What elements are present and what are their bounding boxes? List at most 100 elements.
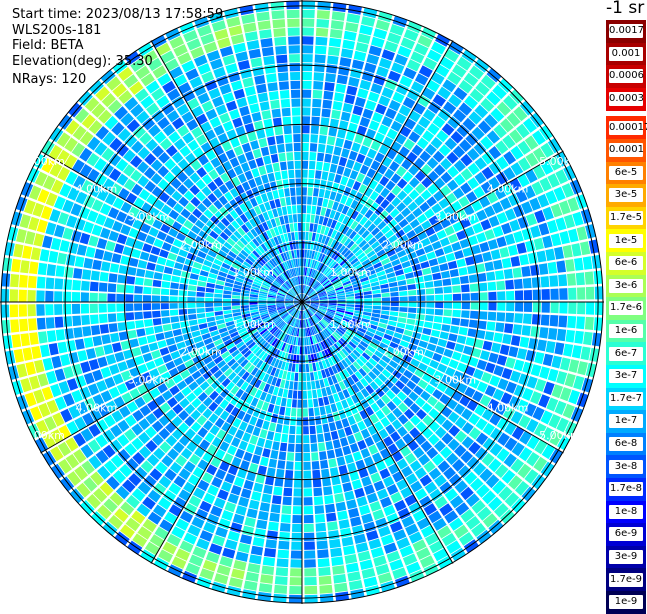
- ppi-cell: [127, 267, 136, 276]
- ppi-cell: [257, 438, 265, 448]
- ppi-cell: [293, 214, 297, 222]
- ppi-cell: [37, 318, 46, 330]
- ppi-cell: [206, 312, 215, 317]
- ppi-cell: [318, 567, 330, 576]
- ring-label: 3.00km: [435, 374, 477, 387]
- ppi-cell: [517, 242, 527, 254]
- ppi-cell: [400, 297, 408, 302]
- ppi-cell: [144, 319, 153, 327]
- ppi-cell: [269, 91, 279, 100]
- ppi-cell: [508, 245, 518, 256]
- ppi-cell: [48, 251, 58, 263]
- ppi-cell: [551, 356, 562, 369]
- ring-label: 4.00km: [76, 401, 118, 414]
- ppi-cell: [117, 284, 126, 293]
- ppi-cell: [277, 63, 288, 72]
- ppi-cell: [506, 302, 514, 311]
- ppi-cell: [325, 73, 336, 82]
- ppi-cell: [284, 215, 289, 224]
- ppi-cell: [56, 265, 65, 277]
- ppi-cell: [267, 136, 276, 145]
- ppi-cell: [190, 325, 199, 332]
- ppi-cell: [1, 305, 10, 318]
- ppi-cell: [433, 323, 442, 330]
- ppi-cell: [360, 117, 371, 127]
- ppi-cell: [417, 289, 426, 295]
- ppi-cell: [362, 568, 376, 579]
- ppi-cell: [522, 325, 531, 336]
- ppi-cell: [269, 513, 279, 522]
- colorbar-label: 1.7e-9: [609, 573, 643, 587]
- ppi-cell: [429, 337, 438, 345]
- ppi-cell: [249, 103, 259, 113]
- ppi-cell: [548, 262, 558, 274]
- ppi-cell: [297, 214, 301, 222]
- ppi-cell: [534, 352, 544, 364]
- ppi-cell: [313, 479, 322, 488]
- ppi-cell: [305, 232, 308, 240]
- ppi-cell: [514, 360, 525, 372]
- ppi-cell: [302, 107, 311, 115]
- ppi-cell: [152, 303, 160, 310]
- ppi-cell: [249, 463, 258, 473]
- ppi-cell: [246, 443, 255, 453]
- ppi-cell: [542, 302, 550, 313]
- ppi-cell: [54, 278, 63, 289]
- ppi-cell: [361, 448, 371, 458]
- ppi-cell: [467, 328, 476, 337]
- ppi-cell: [361, 513, 373, 524]
- ppi-cell: [292, 524, 302, 532]
- ppi-cell: [585, 271, 594, 284]
- ppi-cell: [131, 249, 141, 258]
- ppi-cell: [55, 317, 64, 328]
- ppi-cell: [559, 288, 568, 300]
- ppi-cell: [288, 36, 300, 45]
- ppi-cell: [294, 471, 302, 479]
- ppi-cell: [519, 254, 529, 265]
- ppi-cell: [337, 75, 348, 85]
- ppi-cell: [238, 543, 251, 553]
- ring-label: 5.00km: [539, 155, 581, 168]
- ppi-cell: [290, 372, 294, 380]
- ppi-cell: [244, 581, 258, 591]
- ppi-cell: [28, 276, 37, 288]
- ppi-cell: [256, 419, 264, 429]
- ppi-cell: [312, 197, 317, 206]
- ppi-cell: [313, 188, 319, 197]
- ppi-cell: [160, 347, 170, 356]
- ppi-cell: [308, 188, 313, 196]
- ppi-cell: [161, 296, 169, 302]
- ppi-cell: [143, 311, 152, 318]
- ppi-cell: [198, 318, 207, 324]
- colorbar-label: 0.001: [609, 47, 643, 61]
- ppi-cell: [145, 235, 155, 245]
- ppi-cell: [309, 170, 315, 179]
- ppi-cell: [241, 162, 250, 172]
- ppi-cell: [390, 307, 398, 312]
- colorbar-segment: 6e-5: [606, 162, 646, 185]
- ppi-cell: [126, 276, 135, 285]
- ppi-cell: [308, 179, 314, 188]
- ppi-cell: [291, 99, 300, 107]
- ppi-cell: [330, 467, 339, 476]
- ppi-cell: [126, 321, 135, 330]
- ppi-cell: [449, 359, 459, 369]
- ppi-cell: [303, 391, 307, 399]
- ppi-cell: [157, 340, 167, 348]
- ppi-cell: [537, 340, 547, 352]
- ppi-cell: [302, 27, 314, 35]
- ppi-cell: [292, 116, 300, 124]
- ppi-cell: [495, 270, 504, 280]
- ppi-cell: [424, 275, 433, 282]
- ppi-cell: [251, 168, 259, 178]
- ppi-cell: [454, 250, 464, 259]
- ppi-cell: [323, 396, 329, 405]
- ppi-cell: [275, 576, 288, 585]
- ppi-cell: [66, 254, 76, 266]
- ppi-cell: [315, 54, 326, 63]
- ppi-cell: [251, 491, 261, 501]
- ppi-cell: [180, 321, 189, 328]
- ppi-cell: [57, 253, 67, 265]
- ppi-cell: [315, 380, 320, 389]
- ppi-cell: [415, 320, 424, 327]
